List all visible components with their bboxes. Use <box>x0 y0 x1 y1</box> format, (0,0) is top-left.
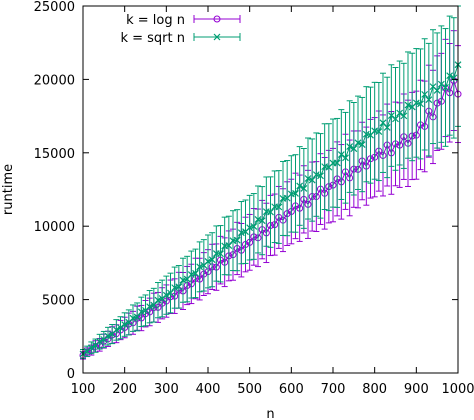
y-tick-label: 15000 <box>34 147 75 162</box>
y-tick-label: 10000 <box>34 220 75 235</box>
x-axis-label: n <box>266 407 274 420</box>
y-tick-label: 20000 <box>34 73 75 88</box>
x-tick-label: 200 <box>112 382 137 397</box>
x-tick-label: 700 <box>321 382 346 397</box>
legend-label: k = log n <box>126 13 185 28</box>
x-tick-label: 300 <box>154 382 179 397</box>
y-axis-label: runtime <box>1 164 16 215</box>
legend-label: k = sqrt n <box>120 31 185 46</box>
y-tick-label: 5000 <box>42 294 75 309</box>
x-tick-label: 100 <box>71 382 96 397</box>
x-tick-label: 600 <box>279 382 304 397</box>
x-tick-label: 900 <box>404 382 429 397</box>
x-tick-label: 400 <box>196 382 221 397</box>
x-tick-label: 500 <box>237 382 262 397</box>
legend: k = log n k = sqrt n <box>120 13 240 46</box>
x-tick-label: 800 <box>362 382 387 397</box>
series-1 <box>80 6 461 358</box>
plot-marks <box>80 6 461 359</box>
x-tick-label: 1000 <box>441 382 474 397</box>
y-tick-label: 25000 <box>34 0 75 15</box>
y-tick-label: 0 <box>67 367 75 382</box>
